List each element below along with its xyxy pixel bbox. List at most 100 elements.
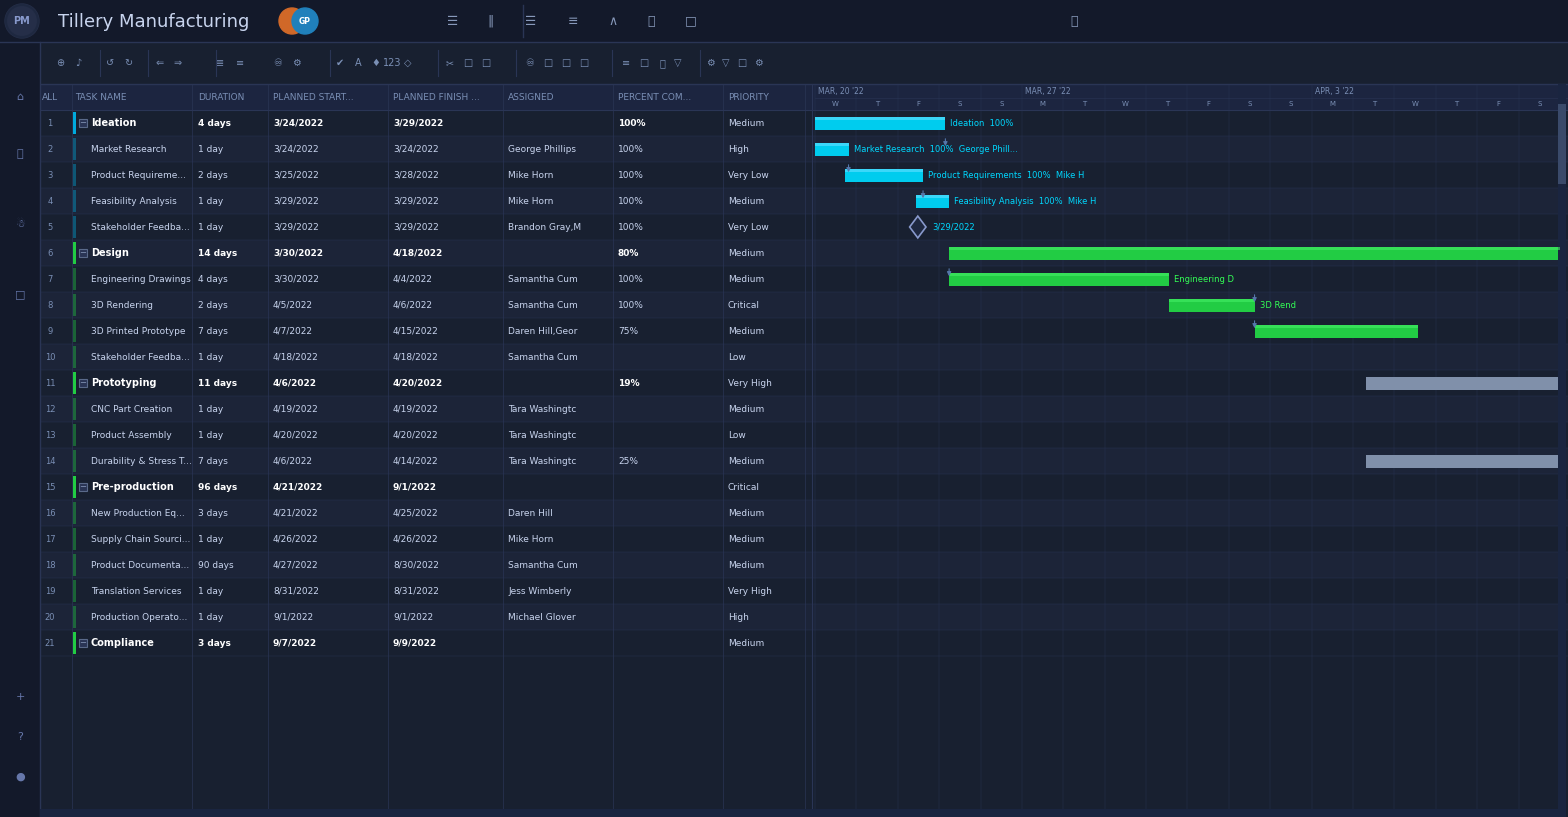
- Bar: [41, 214, 1568, 240]
- Bar: [916, 194, 949, 198]
- Text: 12: 12: [45, 404, 55, 413]
- Text: Samantha Cum: Samantha Cum: [508, 560, 577, 569]
- Text: 9: 9: [47, 327, 53, 336]
- Bar: [949, 247, 1560, 250]
- Text: Medium: Medium: [728, 457, 764, 466]
- Text: □: □: [561, 58, 571, 68]
- Text: −: −: [80, 483, 86, 492]
- Text: Product Requirements  100%  Mike H: Product Requirements 100% Mike H: [928, 171, 1085, 180]
- Text: S: S: [958, 101, 963, 107]
- Text: MAR, 27 '22: MAR, 27 '22: [1025, 87, 1071, 96]
- Text: Daren Hill: Daren Hill: [508, 508, 554, 517]
- Text: 3/29/2022: 3/29/2022: [933, 222, 975, 231]
- Text: 4/26/2022: 4/26/2022: [273, 534, 318, 543]
- Text: 8: 8: [47, 301, 53, 310]
- Text: 3/29/2022: 3/29/2022: [394, 222, 439, 231]
- Text: 8/31/2022: 8/31/2022: [273, 587, 318, 596]
- Text: 3/24/2022: 3/24/2022: [273, 118, 323, 127]
- Text: +: +: [16, 692, 25, 702]
- Text: Critical: Critical: [728, 483, 760, 492]
- Bar: [41, 526, 1568, 552]
- Text: ≡: ≡: [622, 58, 630, 68]
- Text: 11 days: 11 days: [198, 378, 237, 387]
- Text: 100%: 100%: [618, 171, 644, 180]
- Text: 123: 123: [383, 58, 401, 68]
- Bar: [74, 320, 75, 342]
- Polygon shape: [909, 216, 927, 238]
- Text: Tillery Manufacturing: Tillery Manufacturing: [58, 13, 249, 31]
- Text: 1 day: 1 day: [198, 431, 223, 440]
- Text: 4/6/2022: 4/6/2022: [273, 378, 317, 387]
- Text: ⌕: ⌕: [1071, 15, 1077, 28]
- Text: ⇐: ⇐: [155, 58, 165, 68]
- Text: Medium: Medium: [728, 639, 764, 648]
- Text: Very High: Very High: [728, 587, 771, 596]
- Text: Durability & Stress T...: Durability & Stress T...: [91, 457, 191, 466]
- Text: 1 day: 1 day: [198, 613, 223, 622]
- Text: T: T: [1082, 101, 1087, 107]
- Bar: [41, 370, 1568, 396]
- Text: Medium: Medium: [728, 404, 764, 413]
- Text: MAR, 20 '22: MAR, 20 '22: [818, 87, 864, 96]
- Text: W: W: [833, 101, 839, 107]
- Bar: [41, 578, 1568, 604]
- Text: Mike Horn: Mike Horn: [508, 171, 554, 180]
- Text: ⚙: ⚙: [754, 58, 762, 68]
- Bar: [1168, 298, 1254, 311]
- Bar: [41, 84, 1568, 110]
- Bar: [78, 639, 86, 647]
- Bar: [1168, 298, 1254, 301]
- Bar: [1254, 324, 1419, 328]
- Bar: [78, 483, 86, 491]
- Text: 3: 3: [47, 171, 53, 180]
- Text: Very High: Very High: [728, 378, 771, 387]
- Text: Very Low: Very Low: [728, 171, 768, 180]
- Bar: [78, 249, 86, 257]
- Text: ✂: ✂: [445, 58, 455, 68]
- Text: 4 days: 4 days: [198, 275, 227, 283]
- Text: Engineering D: Engineering D: [1174, 275, 1234, 283]
- Text: ⊕: ⊕: [56, 58, 64, 68]
- Text: T: T: [1372, 101, 1375, 107]
- Text: ∧: ∧: [608, 15, 618, 28]
- Text: 8/31/2022: 8/31/2022: [394, 587, 439, 596]
- Text: 9/1/2022: 9/1/2022: [394, 483, 437, 492]
- Text: □: □: [14, 289, 25, 299]
- Text: 3D Printed Prototype: 3D Printed Prototype: [91, 327, 185, 336]
- Text: 8/30/2022: 8/30/2022: [394, 560, 439, 569]
- Text: GP: GP: [299, 16, 310, 25]
- Text: 14: 14: [45, 457, 55, 466]
- Text: 3/29/2022: 3/29/2022: [394, 197, 439, 206]
- Text: 3/24/2022: 3/24/2022: [273, 145, 318, 154]
- Text: 2 days: 2 days: [198, 301, 227, 310]
- Text: Daren Hill,Geor: Daren Hill,Geor: [508, 327, 577, 336]
- Text: Tara Washingtc: Tara Washingtc: [508, 457, 577, 466]
- Text: Low: Low: [728, 431, 746, 440]
- Bar: [78, 379, 86, 387]
- Text: ⌛: ⌛: [17, 149, 24, 159]
- Text: 90 days: 90 days: [198, 560, 234, 569]
- Text: Design: Design: [91, 248, 129, 258]
- Bar: [41, 318, 1568, 344]
- Text: 100%: 100%: [618, 222, 644, 231]
- Text: 18: 18: [44, 560, 55, 569]
- Text: 4/18/2022: 4/18/2022: [394, 352, 439, 361]
- Text: ‖: ‖: [488, 15, 494, 28]
- Text: ♾: ♾: [525, 58, 535, 68]
- Text: ▽: ▽: [723, 58, 729, 68]
- Bar: [74, 242, 75, 264]
- Bar: [78, 119, 86, 127]
- Text: 4/15/2022: 4/15/2022: [394, 327, 439, 336]
- Text: Medium: Medium: [728, 327, 764, 336]
- Text: Medium: Medium: [728, 275, 764, 283]
- Text: ⇒: ⇒: [174, 58, 182, 68]
- Bar: [41, 110, 1568, 136]
- Text: 14 days: 14 days: [198, 248, 237, 257]
- Bar: [74, 372, 75, 394]
- Bar: [41, 448, 1568, 474]
- Bar: [815, 117, 946, 130]
- Bar: [41, 630, 1568, 656]
- Text: Samantha Cum: Samantha Cum: [508, 352, 577, 361]
- Text: ALL: ALL: [42, 92, 58, 101]
- Text: ☰: ☰: [525, 15, 536, 28]
